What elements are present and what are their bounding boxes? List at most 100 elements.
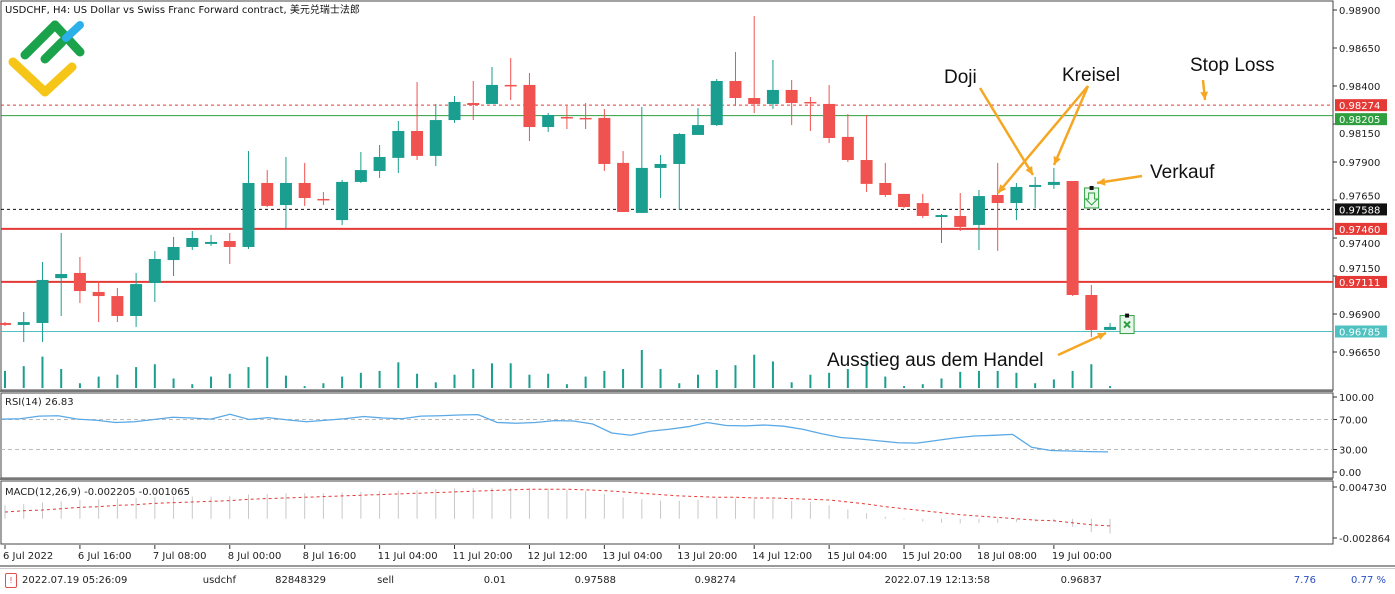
arrow-head-icon — [1097, 332, 1106, 340]
price-level-label: 0.98205 — [1339, 115, 1380, 126]
bullish-candle — [354, 170, 367, 182]
volume-bar — [959, 371, 962, 388]
bearish-candle — [579, 117, 592, 120]
volume-bar — [790, 382, 793, 388]
bearish-candle — [823, 103, 836, 138]
rsi-title: RSI(14) 26.83 — [5, 397, 74, 408]
volume-bar — [678, 383, 681, 388]
annotation-stop-loss: Stop Loss — [1190, 55, 1275, 76]
bearish-candle — [785, 89, 798, 104]
bullish-candle — [766, 89, 779, 104]
volume-bar — [528, 374, 531, 388]
bullish-candle — [1010, 186, 1023, 204]
volume-bar — [490, 363, 493, 388]
volume-bar — [41, 356, 44, 388]
y-tick-label: 0.97400 — [1339, 239, 1380, 250]
x-tick-label: 14 Jul 12:00 — [752, 551, 812, 562]
bearish-candle — [1066, 181, 1079, 295]
bullish-candle — [17, 322, 30, 325]
bearish-candle — [0, 322, 11, 325]
y-tick-label: 0.97150 — [1339, 264, 1380, 275]
volume-bar — [846, 369, 849, 388]
bullish-candle — [673, 134, 686, 164]
bullish-candle — [485, 84, 498, 104]
volume-bar — [284, 375, 287, 388]
trading-chart[interactable]: USDCHF, H4: US Dollar vs Swiss Franc For… — [0, 0, 1395, 568]
volume-bar — [584, 376, 587, 388]
volume-bar — [303, 386, 306, 388]
bullish-candle — [205, 241, 218, 244]
price-level-badge — [1335, 325, 1387, 338]
chart-title: USDCHF, H4: US Dollar vs Swiss Franc For… — [5, 3, 360, 16]
rsi-tick-label: 30.00 — [1339, 446, 1368, 457]
volume-bar — [659, 369, 662, 388]
bullish-candle — [279, 182, 292, 206]
bullish-candle — [429, 120, 442, 156]
price-level-label: 0.97111 — [1339, 278, 1380, 289]
macd-title: MACD(12,26,9) -0.002205 -0.001065 — [5, 487, 190, 498]
volume-bar — [228, 373, 231, 388]
price-level-badge — [1335, 222, 1387, 235]
volume-bar — [640, 350, 643, 388]
volume-bar — [547, 373, 550, 388]
volume-bar — [416, 373, 419, 388]
trade-icon: ! — [5, 573, 17, 588]
arrow-head-icon — [1200, 91, 1209, 100]
volume-bar — [753, 354, 756, 388]
volume-bar — [509, 363, 512, 388]
bullish-candle — [1029, 184, 1042, 187]
annotation-doji: Doji — [944, 67, 977, 88]
bullish-candle — [167, 246, 180, 261]
volume-bar — [734, 365, 737, 388]
y-tick-label: 0.98150 — [1339, 129, 1380, 140]
close-price: 0.96837 — [1060, 575, 1102, 586]
price-level-badge — [1335, 275, 1387, 288]
bearish-candle — [898, 193, 911, 207]
annotation-arrow — [1052, 85, 1090, 166]
x-tick-label: 6 Jul 2022 — [3, 551, 53, 562]
bullish-candle — [710, 80, 723, 126]
x-tick-label: 8 Jul 00:00 — [228, 551, 282, 562]
volume-bar — [60, 369, 63, 388]
close-icon — [1123, 320, 1131, 329]
volume-bar — [715, 369, 718, 388]
bullish-candle — [635, 167, 648, 213]
bearish-candle — [223, 241, 236, 247]
bullish-candle — [373, 156, 386, 171]
bullish-candle — [242, 182, 255, 247]
volume-bar — [884, 376, 887, 388]
volume-bar — [172, 378, 175, 388]
volume-bar — [78, 383, 81, 388]
bullish-candle — [130, 284, 143, 316]
bullish-candle — [972, 196, 985, 225]
bullish-candle — [36, 279, 49, 323]
macd-tick-label: 0.004730 — [1339, 483, 1387, 494]
volume-bar — [921, 384, 924, 388]
volume-bar — [1090, 364, 1093, 388]
bullish-candle — [55, 274, 68, 279]
x-tick-label: 12 Jul 12:00 — [527, 551, 587, 562]
volume-bar — [472, 369, 475, 388]
y-tick-label: 0.97900 — [1339, 158, 1380, 169]
macd-panel — [0, 480, 1334, 545]
arrow-head-icon — [1053, 156, 1061, 165]
bearish-candle — [504, 84, 517, 87]
volume-bar — [622, 369, 625, 388]
symbol: usdchf — [202, 575, 236, 586]
annotation-arrow — [997, 85, 1089, 194]
bullish-candle — [935, 215, 948, 218]
bearish-candle — [298, 182, 311, 199]
profit: 7.76 — [1293, 575, 1316, 586]
trade-history-row[interactable]: ! 2022.07.19 05:26:09 usdchf 82848329 se… — [0, 568, 1395, 594]
ticket: 82848329 — [275, 575, 326, 586]
rsi-line — [0, 413, 1109, 453]
volume-bar — [697, 374, 700, 388]
price-level-label: 0.96785 — [1339, 327, 1380, 338]
bullish-candle — [654, 163, 667, 168]
y-tick-label: 0.98400 — [1339, 82, 1380, 93]
bearish-candle — [841, 136, 854, 161]
bullish-candle — [1047, 181, 1060, 185]
rsi-tick-label: 0.00 — [1339, 468, 1361, 479]
volume-bar — [97, 376, 100, 388]
logo — [8, 20, 85, 97]
